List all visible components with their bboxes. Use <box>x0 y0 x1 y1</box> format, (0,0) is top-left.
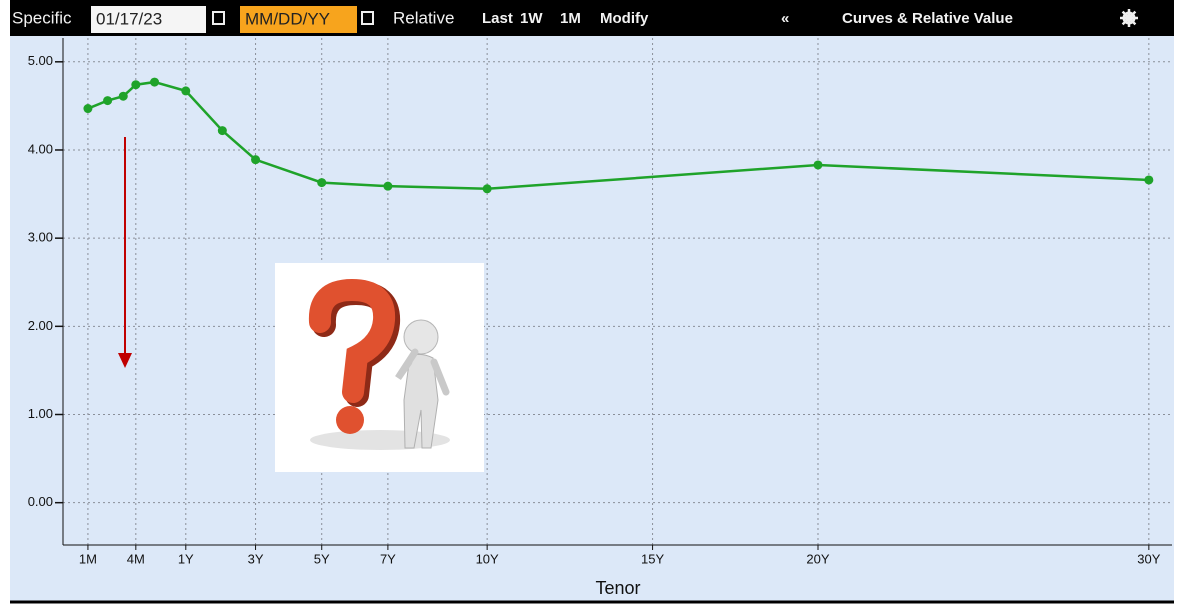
curve-point <box>483 184 492 193</box>
panel-title: Curves & Relative Value <box>842 10 1013 27</box>
curve-point <box>383 182 392 191</box>
one-month-button[interactable]: 1M <box>560 10 581 27</box>
curve-point <box>1144 175 1153 184</box>
screen: Specific 01/17/23 MM/DD/YY Relative Last… <box>0 0 1178 606</box>
last-button[interactable]: Last <box>482 10 513 27</box>
curve-point <box>317 178 326 187</box>
curve-point <box>119 92 128 101</box>
x-tick-label: 1Y <box>178 551 194 566</box>
settings-icon[interactable] <box>1120 9 1138 27</box>
y-tick-label: 5.00 <box>28 53 53 68</box>
curve-point <box>103 96 112 105</box>
curve-point <box>83 104 92 113</box>
date-value[interactable]: 01/17/23 <box>96 9 162 28</box>
x-tick-label: 1M <box>79 551 97 566</box>
date-format[interactable]: MM/DD/YY <box>245 9 330 28</box>
relative-button[interactable]: Relative <box>393 8 454 27</box>
x-tick-label: 30Y <box>1137 551 1160 566</box>
chart-panel <box>10 36 1174 602</box>
page: Specific 01/17/23 MM/DD/YY Relative Last… <box>0 0 1178 606</box>
curve-point <box>218 126 227 135</box>
x-tick-label: 15Y <box>641 551 664 566</box>
one-week-button[interactable]: 1W <box>520 10 543 27</box>
x-tick-label: 3Y <box>248 551 264 566</box>
curve-point <box>150 78 159 87</box>
x-tick-label: 7Y <box>380 551 396 566</box>
curve-point <box>181 86 190 95</box>
question-image <box>275 263 484 472</box>
modify-button[interactable]: Modify <box>600 10 649 27</box>
curve-point <box>813 160 822 169</box>
x-tick-label: 4M <box>127 551 145 566</box>
y-tick-label: 4.00 <box>28 141 53 156</box>
x-axis-title: Tenor <box>595 578 640 598</box>
curve-point <box>251 155 260 164</box>
y-tick-label: 1.00 <box>28 406 53 421</box>
specific-label: Specific <box>12 8 72 27</box>
x-tick-label: 5Y <box>314 551 330 566</box>
y-tick-label: 3.00 <box>28 230 53 245</box>
collapse-button[interactable]: « <box>781 10 789 27</box>
y-tick-label: 2.00 <box>28 318 53 333</box>
x-tick-label: 20Y <box>806 551 829 566</box>
x-tick-label: 10Y <box>476 551 499 566</box>
y-tick-label: 0.00 <box>28 494 53 509</box>
curve-point <box>131 80 140 89</box>
